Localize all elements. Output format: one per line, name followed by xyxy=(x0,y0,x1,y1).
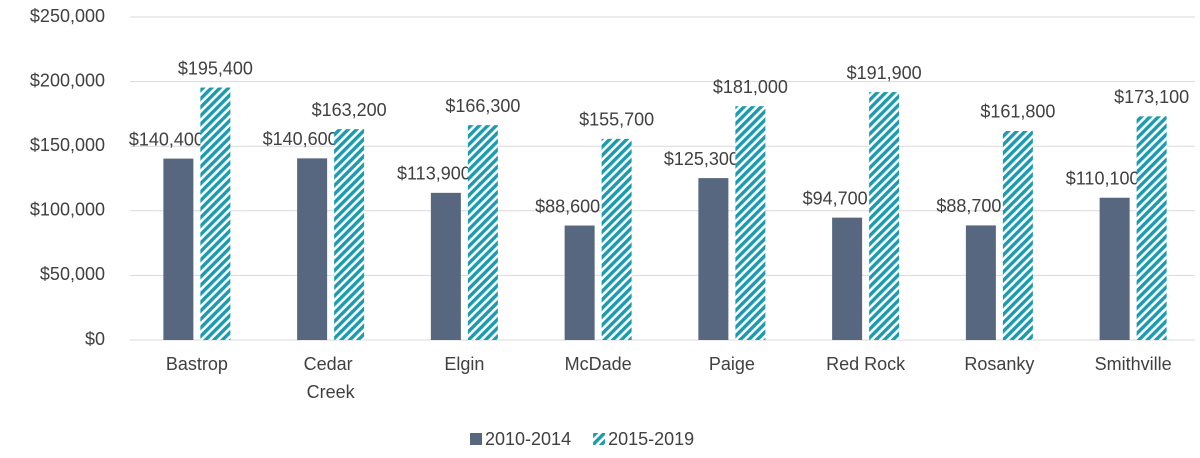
bar xyxy=(698,178,729,340)
data-label: $166,300 xyxy=(445,96,520,116)
bar xyxy=(1136,116,1167,340)
data-label: $173,100 xyxy=(1114,87,1189,107)
data-label: $140,400 xyxy=(129,129,204,149)
y-tick-label: $250,000 xyxy=(30,6,105,26)
y-tick-label: $0 xyxy=(85,329,105,349)
bar xyxy=(601,138,632,340)
x-tick-label: Cedar Creek xyxy=(304,354,358,402)
data-label: $195,400 xyxy=(178,58,253,78)
data-label: $110,100 xyxy=(1066,169,1140,189)
bar xyxy=(467,125,498,340)
x-tick-label: Elgin xyxy=(444,354,484,374)
data-label: $125,300 xyxy=(664,149,739,169)
x-tick-label: Rosanky xyxy=(964,354,1034,374)
data-label: $191,900 xyxy=(847,63,922,83)
bar xyxy=(1002,130,1033,340)
data-label: $94,700 xyxy=(803,188,868,208)
legend-swatch xyxy=(470,433,482,445)
data-label: $140,600 xyxy=(263,129,338,149)
bar xyxy=(564,225,595,340)
bar xyxy=(965,225,996,340)
bar xyxy=(163,158,194,340)
data-label: $163,200 xyxy=(312,100,387,120)
x-tick-label: Bastrop xyxy=(166,354,228,374)
data-label: $161,800 xyxy=(980,102,1055,122)
data-label: $181,000 xyxy=(713,77,788,97)
x-tick-label: Red Rock xyxy=(826,354,906,374)
x-tick-label: McDade xyxy=(565,354,632,374)
legend-label: 2010-2014 xyxy=(485,429,571,449)
x-tick-label: Paige xyxy=(709,354,755,374)
bar xyxy=(735,106,766,340)
bar xyxy=(1099,197,1130,340)
y-tick-label: $100,000 xyxy=(30,200,105,220)
legend-label: 2015-2019 xyxy=(608,429,694,449)
y-tick-label: $200,000 xyxy=(30,70,105,90)
data-label: $88,600 xyxy=(535,196,600,216)
bar xyxy=(297,158,328,340)
x-tick-label: Smithville xyxy=(1095,354,1172,374)
data-label: $113,900 xyxy=(397,164,471,184)
bar xyxy=(832,217,863,340)
y-tick-label: $50,000 xyxy=(40,264,105,284)
bar xyxy=(334,129,365,340)
data-label: $155,700 xyxy=(579,110,654,130)
data-label: $88,700 xyxy=(936,196,1001,216)
bar xyxy=(200,87,231,340)
bar xyxy=(430,192,461,340)
legend-swatch xyxy=(593,433,606,445)
bar xyxy=(869,92,900,340)
y-tick-label: $150,000 xyxy=(30,135,105,155)
